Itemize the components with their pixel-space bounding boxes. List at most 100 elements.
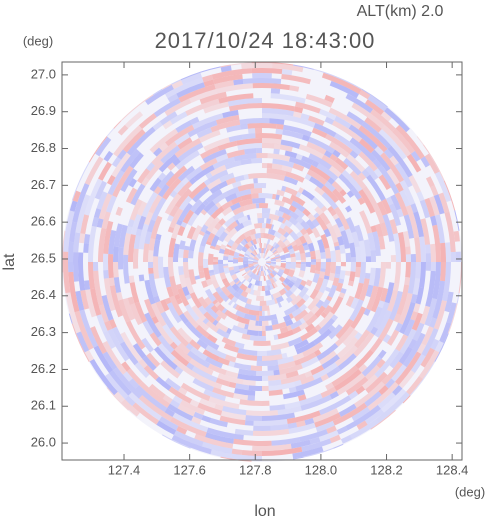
radar-cell [354, 224, 364, 242]
radar-cell [287, 245, 294, 251]
radar-cell [238, 368, 257, 376]
radar-cell [240, 123, 248, 130]
radar-cell [211, 279, 220, 289]
radar-cell [265, 260, 271, 262]
radar-cell [402, 231, 411, 247]
radar-cell [270, 93, 306, 104]
radar-cell [157, 170, 175, 190]
radar-cell [208, 269, 215, 274]
radar-cell [296, 277, 303, 282]
radar-cell [109, 285, 123, 318]
radar-cell [254, 233, 260, 239]
radar-cell [326, 425, 337, 434]
radar-cell [275, 264, 281, 267]
radar-cell [381, 125, 411, 157]
radar-cell [266, 238, 271, 245]
radar-cell [329, 296, 344, 315]
radar-cell [221, 277, 229, 284]
radar-cell [327, 177, 335, 185]
radar-cell [182, 209, 195, 224]
radar-cell [277, 356, 295, 365]
radar-cell [300, 279, 307, 287]
radar-cell [215, 225, 226, 238]
radar-cell [318, 395, 352, 416]
x-tick-label: 127.8 [239, 462, 272, 477]
radar-cell [169, 190, 178, 198]
radar-cell [178, 266, 184, 276]
radar-cell [160, 145, 181, 164]
radar-cell [288, 216, 296, 224]
radar-cell [168, 257, 175, 277]
radar-cell [237, 321, 246, 329]
radar-cell [269, 272, 275, 278]
radar-cell [345, 205, 353, 213]
radar-cell [255, 275, 260, 281]
radar-cell [227, 227, 238, 238]
radar-cell [368, 267, 376, 286]
radar-cell [314, 412, 341, 428]
radar-cell [455, 251, 461, 262]
radar-cell [128, 392, 162, 421]
radar-cell [108, 253, 114, 279]
radar-cell [223, 267, 230, 275]
radar-cell [370, 225, 377, 233]
radar-cell [234, 270, 241, 274]
radar-cell [310, 256, 316, 260]
radar-cell [251, 193, 259, 199]
radar-cell [203, 311, 216, 324]
radar-cell [273, 148, 280, 155]
radar-cell [121, 361, 131, 372]
radar-cell [104, 320, 113, 331]
radar-cell [351, 231, 360, 248]
radar-cell [166, 302, 182, 324]
radar-cell [274, 253, 280, 257]
radar-cell [256, 265, 261, 271]
radar-cell [273, 269, 278, 274]
radar-cell [73, 232, 81, 253]
radar-cell [349, 299, 364, 322]
radar-cell [345, 376, 369, 396]
radar-cell [239, 198, 253, 207]
radar-cell [202, 441, 233, 454]
radar-cell [214, 244, 221, 251]
radar-cell [394, 192, 409, 216]
radar-cell [215, 286, 223, 294]
radar-cell [278, 360, 296, 370]
radar-cell [215, 202, 222, 209]
radar-cell [343, 157, 362, 176]
radar-cell [306, 141, 327, 155]
radar-cell [187, 212, 199, 227]
radar-cell [234, 428, 254, 436]
radar-cell [101, 211, 111, 229]
radar-cell [248, 173, 267, 180]
radar-cell [324, 94, 335, 104]
radar-cell [237, 347, 258, 356]
radar-cell [188, 269, 197, 285]
radar-cell [290, 439, 311, 449]
radar-cell [331, 120, 363, 143]
radar-cell [349, 137, 377, 163]
radar-cell [262, 265, 264, 271]
radar-cell [106, 128, 115, 137]
radar-cell [292, 220, 299, 226]
radar-cell [98, 227, 107, 262]
radar-cell [412, 322, 425, 341]
radar-cell [263, 233, 270, 239]
radar-cell [416, 136, 424, 146]
radar-cell [412, 278, 421, 296]
radar-cell [273, 243, 280, 250]
radar-cell [282, 124, 312, 137]
radar-cell [243, 273, 251, 281]
radar-cell [109, 370, 132, 396]
radar-cell [218, 259, 224, 265]
radar-cell [203, 101, 229, 114]
radar-cell [177, 142, 204, 162]
radar-cell [108, 277, 115, 287]
radar-cell [265, 262, 271, 266]
y-tick-label: 26.3 [31, 324, 56, 339]
radar-cell [329, 209, 337, 217]
radar-cell [263, 270, 267, 276]
radar-cell [178, 248, 184, 258]
radar-cell [268, 213, 280, 221]
radar-cell [312, 362, 338, 380]
